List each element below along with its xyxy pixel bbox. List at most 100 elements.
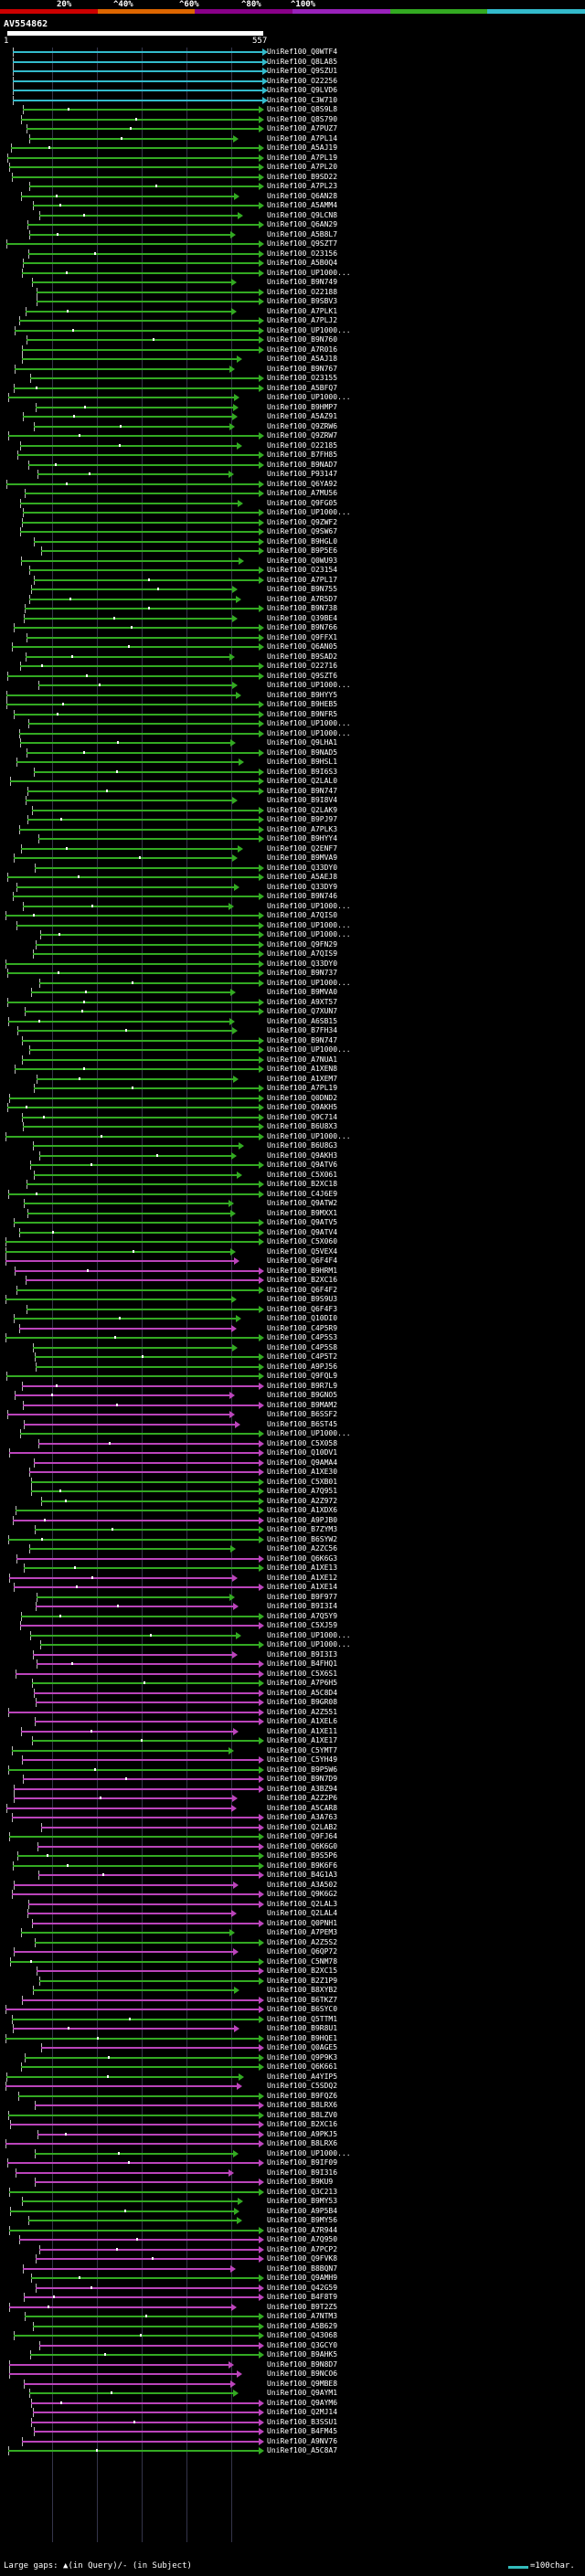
hit-bar[interactable] bbox=[0, 575, 267, 585]
hit-label[interactable]: UniRef100_A7PL23 bbox=[267, 182, 338, 190]
hit-bar[interactable] bbox=[0, 2033, 267, 2043]
hit-label[interactable]: UniRef100_B8LZV0 bbox=[267, 2110, 338, 2119]
hit-bar[interactable] bbox=[0, 681, 267, 690]
hit-label[interactable]: UniRef100_B9I3I4 bbox=[267, 1602, 338, 1610]
hit-bar[interactable] bbox=[0, 2350, 267, 2359]
hit-bar[interactable] bbox=[0, 1237, 267, 1246]
hit-bar[interactable] bbox=[0, 1899, 267, 1909]
hit-label[interactable]: UniRef100_Q9AKH3 bbox=[267, 1150, 338, 1160]
hit-label[interactable]: UniRef100_B4FM45 bbox=[267, 2427, 338, 2435]
hit-bar[interactable] bbox=[0, 1362, 267, 1372]
hit-bar[interactable] bbox=[0, 1813, 267, 1822]
hit-label[interactable]: UniRef100_B4FHQ1 bbox=[267, 1659, 338, 1668]
hit-label[interactable]: UniRef100_A5BFQ7 bbox=[267, 383, 338, 392]
hit-label[interactable]: UniRef100_A9PJ56 bbox=[267, 1362, 338, 1371]
hit-bar[interactable] bbox=[0, 2321, 267, 2331]
hit-bar[interactable] bbox=[0, 1669, 267, 1679]
hit-label[interactable]: UniRef100_C5XJ59 bbox=[267, 1621, 338, 1629]
hit-bar[interactable] bbox=[0, 76, 268, 86]
hit-bar[interactable] bbox=[0, 124, 267, 133]
hit-label[interactable]: UniRef100_B9MY56 bbox=[267, 2216, 338, 2224]
hit-label[interactable]: UniRef100_B6U8X3 bbox=[267, 1122, 338, 1130]
hit-bar[interactable] bbox=[0, 1573, 267, 1583]
hit-bar[interactable] bbox=[0, 355, 267, 364]
hit-bar[interactable] bbox=[0, 1477, 267, 1487]
hit-bar[interactable] bbox=[0, 1045, 267, 1055]
hit-label[interactable]: UniRef100_B9N8D7 bbox=[267, 2359, 338, 2369]
hit-bar[interactable] bbox=[0, 566, 267, 575]
hit-label[interactable]: UniRef100_Q10DV1 bbox=[267, 1448, 338, 1457]
hit-bar[interactable] bbox=[0, 824, 267, 834]
hit-label[interactable]: UniRef100_Q9ZWF2 bbox=[267, 517, 338, 526]
hit-bar[interactable] bbox=[0, 2043, 267, 2052]
hit-label[interactable]: UniRef100_Q33DY0 bbox=[267, 863, 338, 872]
hit-label[interactable]: UniRef100_B9PJ97 bbox=[267, 815, 338, 823]
hit-bar[interactable] bbox=[0, 1084, 267, 1093]
hit-bar[interactable] bbox=[0, 1784, 267, 1794]
hit-bar[interactable] bbox=[0, 652, 267, 662]
hit-label[interactable]: UniRef100_B9I8V4 bbox=[267, 796, 338, 804]
hit-bar[interactable] bbox=[0, 1794, 267, 1803]
hit-label[interactable]: UniRef100_B9S5P6 bbox=[267, 1851, 338, 1860]
hit-label[interactable]: UniRef100_B9NFR5 bbox=[267, 709, 338, 718]
hit-label[interactable]: UniRef100_Q3GCY0 bbox=[267, 2340, 338, 2349]
hit-label[interactable]: UniRef100_A7NTM3 bbox=[267, 2312, 338, 2320]
hit-bar[interactable] bbox=[0, 1295, 267, 1304]
hit-bar[interactable] bbox=[0, 594, 267, 604]
hit-bar[interactable] bbox=[0, 2120, 267, 2129]
hit-label[interactable]: UniRef100_B9GNO5 bbox=[267, 1391, 338, 1399]
hit-label[interactable]: UniRef100_A2Z2P6 bbox=[267, 1794, 338, 1802]
hit-bar[interactable] bbox=[0, 1314, 267, 1323]
hit-label[interactable]: UniRef100_UP1000... bbox=[267, 719, 351, 727]
hit-bar[interactable] bbox=[0, 815, 267, 824]
hit-label[interactable]: UniRef100_A1XE13 bbox=[267, 1564, 338, 1572]
hit-label[interactable]: UniRef100_A5AJ18 bbox=[267, 355, 338, 363]
hit-label[interactable]: UniRef100_Q9FN29 bbox=[267, 939, 338, 949]
hit-bar[interactable] bbox=[0, 1956, 267, 1966]
hit-bar[interactable] bbox=[0, 1506, 267, 1515]
hit-bar[interactable] bbox=[0, 1726, 267, 1736]
hit-bar[interactable] bbox=[0, 1131, 267, 1141]
hit-label[interactable]: UniRef100_B9P5W6 bbox=[267, 1765, 338, 1774]
hit-label[interactable]: UniRef100_UP1000... bbox=[267, 681, 351, 689]
hit-bar[interactable] bbox=[0, 585, 267, 594]
hit-bar[interactable] bbox=[0, 316, 267, 325]
hit-label[interactable]: UniRef100_Q9ATV5 bbox=[267, 1218, 338, 1226]
hit-bar[interactable] bbox=[0, 1016, 267, 1026]
hit-label[interactable]: UniRef100_B6TKZ7 bbox=[267, 1995, 338, 2004]
hit-label[interactable]: UniRef100_B8XYB2 bbox=[267, 1986, 338, 1994]
hit-bar[interactable] bbox=[0, 2369, 267, 2379]
hit-label[interactable]: UniRef100_B9FQZ6 bbox=[267, 2091, 338, 2100]
hit-bar[interactable] bbox=[0, 1304, 267, 1314]
hit-bar[interactable] bbox=[0, 2293, 267, 2302]
hit-label[interactable]: UniRef100_Q9FFX1 bbox=[267, 632, 338, 641]
hit-label[interactable]: UniRef100_A4YIP5 bbox=[267, 2072, 338, 2081]
hit-label[interactable]: UniRef100_O22185 bbox=[267, 440, 338, 450]
hit-bar[interactable] bbox=[0, 690, 267, 700]
hit-label[interactable]: UniRef100_C3W710 bbox=[267, 95, 338, 104]
hit-label[interactable]: UniRef100_Q43068 bbox=[267, 2331, 338, 2339]
hit-bar[interactable] bbox=[0, 2062, 267, 2072]
hit-bar[interactable] bbox=[0, 325, 267, 335]
hit-bar[interactable] bbox=[0, 882, 267, 892]
hit-bar[interactable] bbox=[0, 1391, 267, 1400]
hit-label[interactable]: UniRef100_B9R7L9 bbox=[267, 1381, 338, 1390]
hit-label[interactable]: UniRef100_B2XC15 bbox=[267, 1966, 338, 1975]
hit-label[interactable]: UniRef100_Q39BE4 bbox=[267, 613, 338, 622]
hit-bar[interactable] bbox=[0, 182, 267, 191]
hit-bar[interactable] bbox=[0, 1266, 267, 1276]
hit-label[interactable]: UniRef100_O23156 bbox=[267, 249, 338, 258]
hit-label[interactable]: UniRef100_B9MXX1 bbox=[267, 1208, 338, 1217]
hit-label[interactable]: UniRef100_UP1000... bbox=[267, 930, 351, 938]
hit-bar[interactable] bbox=[0, 843, 267, 853]
hit-label[interactable]: UniRef100_B6ST45 bbox=[267, 1419, 338, 1428]
hit-bar[interactable] bbox=[0, 1189, 267, 1199]
hit-bar[interactable] bbox=[0, 1256, 267, 1266]
hit-label[interactable]: UniRef100_B9I316 bbox=[267, 2168, 338, 2177]
hit-label[interactable]: UniRef100_B6SYC0 bbox=[267, 2005, 338, 2013]
hit-label[interactable]: UniRef100_Q6F4F2 bbox=[267, 1285, 338, 1294]
hit-label[interactable]: UniRef100_Q2LAL3 bbox=[267, 1899, 338, 1908]
hit-bar[interactable] bbox=[0, 1803, 267, 1813]
hit-label[interactable]: UniRef100_B2XC18 bbox=[267, 1180, 338, 1188]
hit-label[interactable]: UniRef100_C5X058 bbox=[267, 1438, 338, 1447]
